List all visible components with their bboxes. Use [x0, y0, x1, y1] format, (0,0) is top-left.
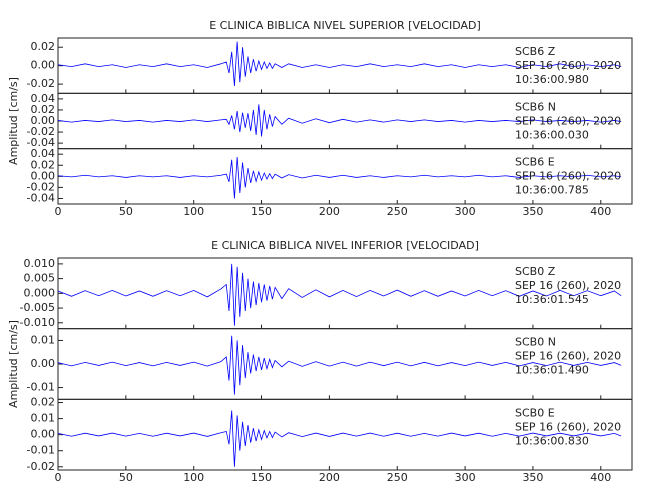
- x-tick-label: 300: [455, 205, 476, 218]
- y-axis-label: Amplitud [cm/s]: [7, 320, 20, 408]
- x-tick-label: 350: [522, 205, 543, 218]
- y-tick-label: -0.02: [27, 77, 55, 90]
- time-label: 10:36:01.490: [515, 364, 589, 377]
- station-label: SCB0 N: [515, 336, 556, 349]
- waveform: [57, 156, 622, 199]
- waveform: [57, 41, 622, 86]
- y-tick-label: 0.01: [31, 333, 56, 346]
- chart-title: E CLINICA BIBLICA NIVEL SUPERIOR [VELOCI…: [209, 19, 481, 32]
- y-tick-label: 0.02: [31, 40, 56, 53]
- y-tick-label: 0.02: [31, 158, 56, 171]
- y-tick-label: -0.01: [27, 381, 55, 394]
- x-tick-label: 150: [251, 205, 272, 218]
- waveform: [57, 263, 622, 326]
- x-tick-label: 150: [251, 471, 272, 484]
- x-tick-label: 200: [319, 205, 340, 218]
- station-label: SCB6 N: [515, 100, 556, 113]
- y-tick-label: 0.000: [24, 286, 56, 299]
- y-tick-label: -0.04: [27, 191, 55, 204]
- y-tick-label: -0.005: [20, 301, 55, 314]
- date-label: SEP 16 (260), 2020: [515, 420, 621, 433]
- x-tick-label: 100: [183, 471, 204, 484]
- date-label: SEP 16 (260), 2020: [515, 114, 621, 127]
- x-tick-label: 400: [590, 205, 611, 218]
- y-tick-label: -0.04: [27, 136, 55, 149]
- station-label: SCB0 Z: [515, 265, 556, 278]
- y-tick-label: 0.04: [31, 147, 56, 160]
- x-tick-label: 0: [55, 471, 62, 484]
- waveform: [57, 104, 622, 137]
- y-tick-label: -0.02: [27, 180, 55, 193]
- y-tick-label: 0.005: [24, 272, 56, 285]
- y-tick-label: 0.00: [31, 169, 56, 182]
- station-label: SCB6 Z: [515, 45, 556, 58]
- x-tick-label: 200: [319, 471, 340, 484]
- time-label: 10:36:00.785: [515, 184, 589, 197]
- time-label: 10:36:01.545: [515, 293, 589, 306]
- station-label: SCB0 E: [515, 406, 555, 419]
- station-label: SCB6 E: [515, 156, 555, 169]
- y-tick-label: 0.00: [31, 114, 56, 127]
- date-label: SEP 16 (260), 2020: [515, 59, 621, 72]
- x-tick-label: 250: [387, 471, 408, 484]
- date-label: SEP 16 (260), 2020: [515, 170, 621, 183]
- x-tick-label: 350: [522, 471, 543, 484]
- x-tick-label: 300: [455, 471, 476, 484]
- y-tick-label: -0.02: [27, 460, 55, 473]
- chart-title: E CLINICA BIBLICA NIVEL INFERIOR [VELOCI…: [211, 239, 479, 252]
- y-tick-label: 0.010: [24, 257, 56, 270]
- waveform: [57, 335, 622, 395]
- time-label: 10:36:00.980: [515, 73, 589, 86]
- y-tick-label: 0.00: [31, 428, 56, 441]
- date-label: SEP 16 (260), 2020: [515, 279, 621, 292]
- y-tick-label: 0.00: [31, 357, 56, 370]
- y-tick-label: 0.01: [31, 412, 56, 425]
- x-tick-label: 100: [183, 205, 204, 218]
- x-tick-label: 50: [119, 205, 133, 218]
- x-tick-label: 250: [387, 205, 408, 218]
- y-tick-label: 0.02: [31, 396, 56, 409]
- time-label: 10:36:00.830: [515, 434, 589, 447]
- x-tick-label: 0: [55, 205, 62, 218]
- y-tick-label: 0.00: [31, 59, 56, 72]
- y-tick-label: -0.01: [27, 444, 55, 457]
- time-label: 10:36:00.030: [515, 128, 589, 141]
- waveform: [57, 410, 622, 467]
- y-tick-label: 0.04: [31, 92, 56, 105]
- y-tick-label: 0.02: [31, 103, 56, 116]
- y-tick-label: -0.02: [27, 125, 55, 138]
- x-tick-label: 400: [590, 471, 611, 484]
- date-label: SEP 16 (260), 2020: [515, 350, 621, 363]
- y-axis-label: Amplitud [cm/s]: [7, 77, 20, 165]
- x-tick-label: 50: [119, 471, 133, 484]
- y-tick-label: -0.010: [20, 316, 55, 329]
